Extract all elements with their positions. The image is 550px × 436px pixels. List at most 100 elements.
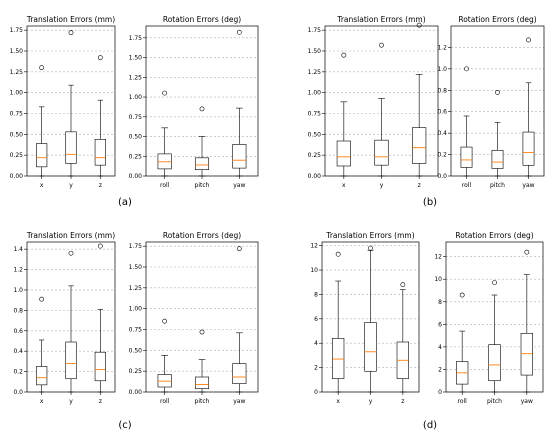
box-yaw: yaw bbox=[522, 37, 535, 189]
box-iqr bbox=[412, 127, 427, 164]
y-tick-label: 0.0 bbox=[13, 389, 23, 396]
x-tick-label: yaw bbox=[521, 398, 533, 405]
y-tick-label: 1.50 bbox=[129, 55, 143, 62]
box-iqr bbox=[232, 363, 247, 384]
box-iqr bbox=[460, 146, 473, 168]
box-y: y bbox=[374, 42, 389, 189]
box-iqr bbox=[194, 376, 210, 389]
box-iqr bbox=[374, 139, 389, 166]
x-tick-label: yaw bbox=[233, 182, 245, 189]
y-tick-label: 1.50 bbox=[10, 48, 24, 55]
y-tick-label: 1.2 bbox=[13, 267, 23, 274]
box-pitch: pitch bbox=[195, 106, 210, 189]
chart-title: Rotation Errors (deg) bbox=[163, 231, 241, 240]
chart-title: Translation Errors (mm) bbox=[325, 231, 414, 240]
y-tick-label: 1.25 bbox=[129, 74, 143, 81]
outlier-point bbox=[526, 37, 531, 43]
outlier-point bbox=[97, 243, 103, 249]
x-tick-label: y bbox=[380, 182, 384, 189]
panel-caption: (b) bbox=[423, 197, 437, 208]
outlier-point bbox=[416, 22, 422, 28]
panel-3: 0 2 4 6 8 10 12 Translation Errors (mm) x y z 0 2 4 6 8… bbox=[310, 231, 544, 431]
y-tick-label: 6 bbox=[438, 321, 442, 328]
y-tick-label: 0 bbox=[438, 389, 442, 396]
y-tick-label: 0.4 bbox=[13, 348, 23, 355]
panel-caption: (d) bbox=[423, 420, 437, 431]
box-roll: roll bbox=[456, 292, 469, 405]
y-tick-label: 0.25 bbox=[10, 152, 24, 159]
outlier-point bbox=[97, 55, 103, 61]
y-tick-label: 0.8 bbox=[13, 307, 23, 314]
y-tick-label: 2 bbox=[438, 366, 442, 373]
outlier-point bbox=[341, 52, 347, 58]
y-tick-label: 1.00 bbox=[129, 94, 143, 101]
y-tick-label: 0.6 bbox=[13, 328, 23, 335]
box-y: y bbox=[65, 30, 77, 189]
y-tick-label: 0.75 bbox=[308, 111, 322, 118]
chart-title: Rotation Errors (deg) bbox=[458, 15, 536, 24]
x-tick-label: roll bbox=[160, 182, 170, 189]
x-tick-label: pitch bbox=[490, 182, 505, 189]
box-x: x bbox=[36, 296, 48, 405]
panel-1: 0.00 0.25 0.50 0.75 1.00 1.25 1.50 1.75 Translat… bbox=[308, 15, 545, 208]
y-tick-label: 0.2 bbox=[437, 152, 447, 159]
box-yaw: yaw bbox=[232, 246, 247, 405]
box-pitch: pitch bbox=[194, 329, 210, 405]
axes-2-1: 0.00 0.25 0.50 0.75 1.00 1.25 1.50 1.75 Rotation… bbox=[129, 231, 259, 405]
box-iqr bbox=[364, 322, 377, 372]
y-tick-label: 8 bbox=[314, 291, 318, 298]
x-tick-label: pitch bbox=[195, 398, 210, 405]
chart-title: Rotation Errors (deg) bbox=[163, 15, 241, 24]
y-tick-label: 0.00 bbox=[10, 173, 24, 180]
axes-3-0: 0 2 4 6 8 10 12 Translation Errors (mm) x y z bbox=[310, 231, 420, 405]
box-yaw: yaw bbox=[520, 249, 533, 405]
y-tick-label: 1.25 bbox=[308, 69, 322, 76]
chart-title: Translation Errors (mm) bbox=[26, 15, 115, 24]
box-iqr bbox=[332, 338, 345, 379]
box-x: x bbox=[336, 52, 351, 189]
box-iqr bbox=[232, 144, 247, 169]
y-tick-label: 4 bbox=[314, 340, 318, 347]
box-roll: roll bbox=[157, 318, 172, 405]
axes-1-0: 0.00 0.25 0.50 0.75 1.00 1.25 1.50 1.75 Translat… bbox=[308, 15, 439, 189]
y-tick-label: 1.0 bbox=[13, 287, 23, 294]
x-tick-label: pitch bbox=[487, 398, 502, 405]
y-tick-label: 6 bbox=[314, 316, 318, 323]
box-iqr bbox=[520, 333, 533, 376]
outlier-point bbox=[459, 292, 465, 298]
box-iqr bbox=[36, 143, 48, 168]
y-tick-label: 1.0 bbox=[437, 66, 447, 73]
y-tick-label: 0.00 bbox=[129, 173, 143, 180]
y-tick-label: 0.00 bbox=[308, 173, 322, 180]
box-roll: roll bbox=[460, 66, 473, 189]
y-tick-label: 2 bbox=[314, 365, 318, 372]
outlier-point bbox=[199, 106, 205, 112]
outlier-point bbox=[162, 318, 168, 324]
outlier-point bbox=[199, 329, 205, 335]
box-pitch: pitch bbox=[490, 90, 505, 189]
panel-caption: (c) bbox=[118, 420, 131, 431]
y-tick-label: 1.00 bbox=[10, 90, 24, 97]
y-tick-label: 0.25 bbox=[129, 368, 143, 375]
box-iqr bbox=[36, 366, 48, 386]
box-pitch: pitch bbox=[487, 280, 502, 405]
y-tick-label: 0.25 bbox=[129, 153, 143, 160]
y-tick-label: 1.00 bbox=[308, 90, 322, 97]
x-tick-label: z bbox=[99, 182, 102, 189]
x-tick-label: roll bbox=[457, 398, 467, 405]
outlier-point bbox=[379, 42, 384, 48]
y-tick-label: 0 bbox=[314, 389, 318, 396]
x-tick-label: z bbox=[99, 398, 102, 405]
y-tick-label: 0.50 bbox=[10, 131, 24, 138]
y-tick-label: 0.0 bbox=[437, 173, 447, 180]
box-iqr bbox=[491, 149, 504, 169]
x-tick-label: y bbox=[369, 398, 373, 405]
box-iqr bbox=[488, 344, 501, 382]
outlier-point bbox=[524, 249, 530, 255]
y-tick-label: 1.75 bbox=[129, 35, 143, 42]
axes-1-1: 0.0 0.2 0.4 0.6 0.8 1.0 1.2 Rotation Errors (de… bbox=[437, 15, 545, 189]
y-tick-label: 1.50 bbox=[129, 264, 143, 271]
